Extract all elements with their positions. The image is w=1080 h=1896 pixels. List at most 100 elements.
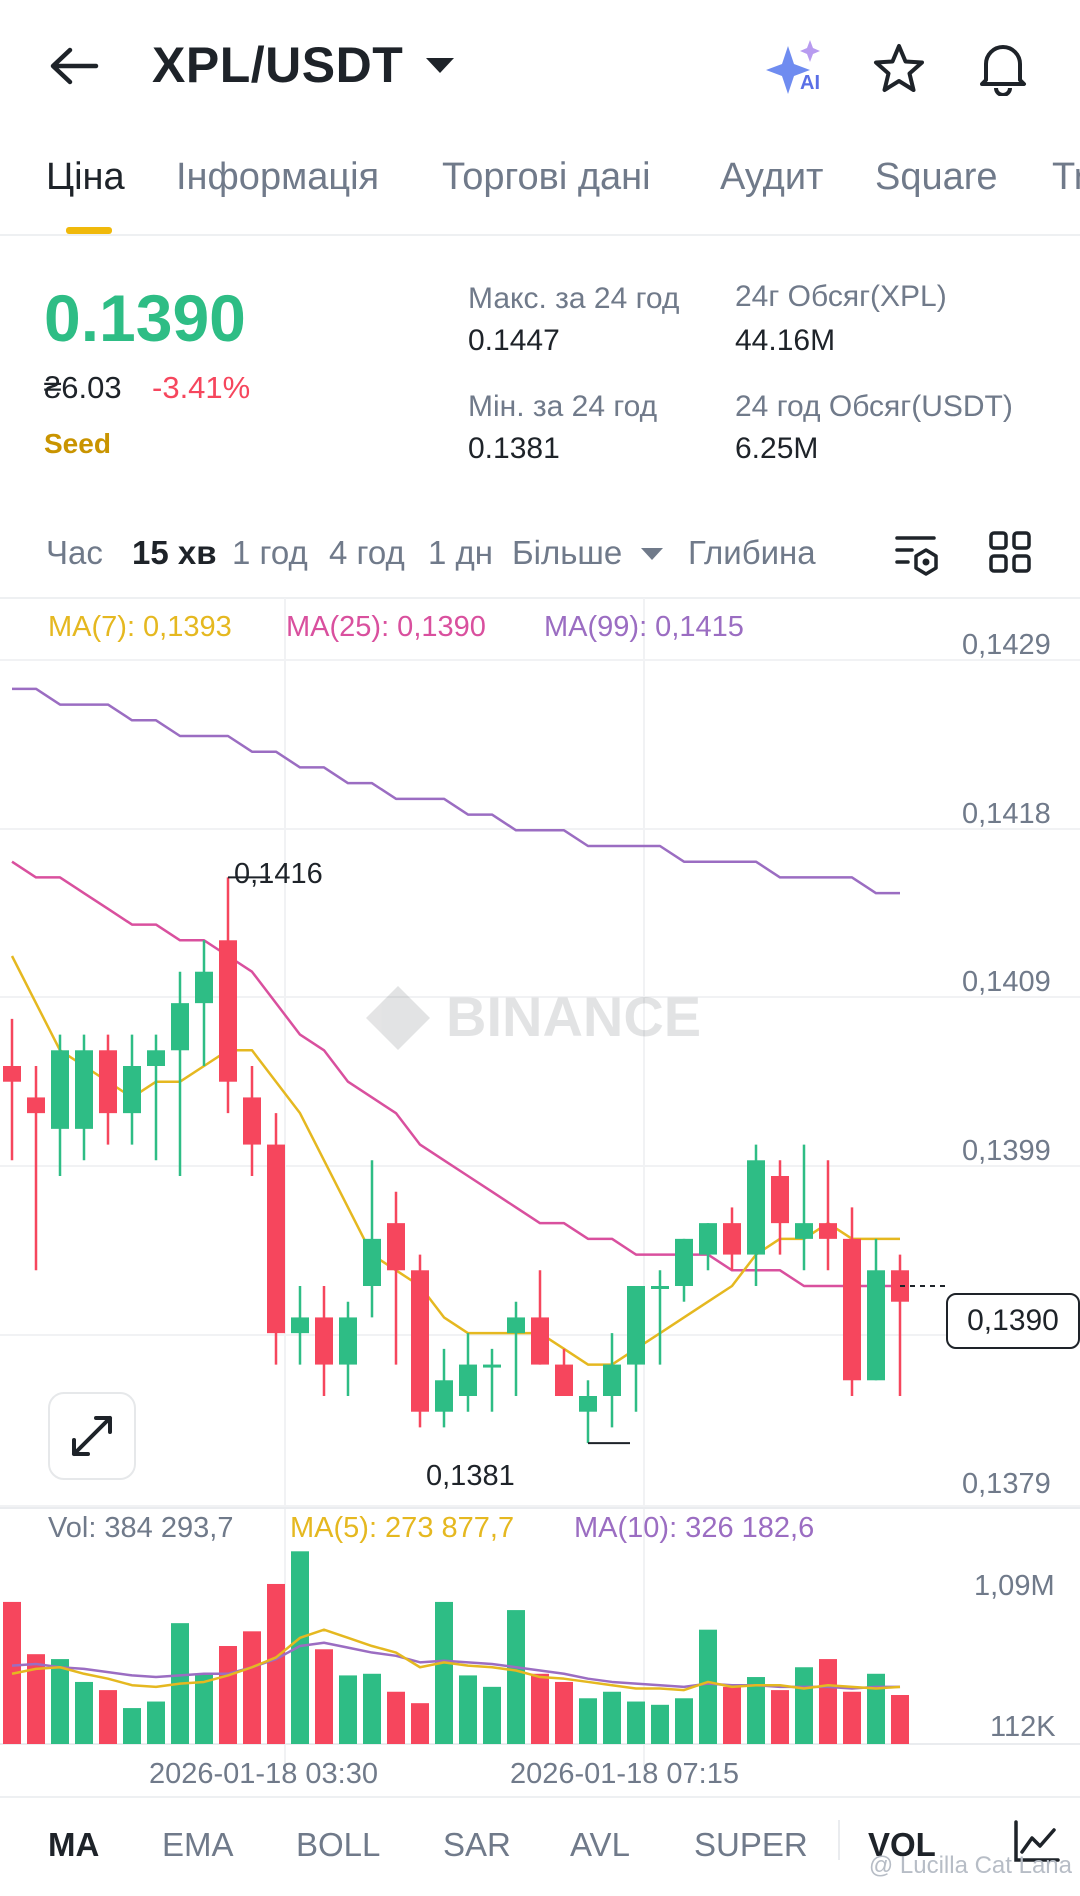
volume-bar <box>195 1673 213 1744</box>
indicator-ema[interactable]: EMA <box>162 1826 234 1863</box>
more-caret-icon[interactable] <box>641 548 663 560</box>
volume-bar <box>867 1673 885 1744</box>
tab-more[interactable]: Tr <box>1052 156 1080 198</box>
vol-ma5-line <box>11 1628 901 1692</box>
volume-bar <box>747 1677 765 1744</box>
indicator-settings-icon[interactable] <box>1012 1820 1060 1864</box>
volume-bar <box>315 1649 333 1744</box>
volume-bar <box>579 1698 597 1744</box>
tab-square[interactable]: Square <box>875 156 998 198</box>
kline-chart[interactable]: BINANCE <box>0 598 1080 1798</box>
tab-trading-data[interactable]: Торгові дані <box>442 156 651 198</box>
current-price-label: 0,1390 <box>946 1293 1080 1349</box>
vol-ma10-legend: MA(10): 326 182,6 <box>574 1512 815 1544</box>
ma7-legend: MA(7): 0,1393 <box>48 611 232 643</box>
volume-bar <box>891 1695 909 1744</box>
layout-grid-icon[interactable] <box>988 530 1034 576</box>
candle-body <box>411 1270 429 1412</box>
candle-body <box>243 1097 261 1145</box>
vol-ma10-line <box>11 1641 900 1690</box>
vol-base-label: 24г Обсяг(XPL) <box>735 280 947 313</box>
tab-info[interactable]: Інформація <box>176 156 380 198</box>
divider <box>0 597 1080 599</box>
ma25-line <box>11 860 900 1288</box>
indicator-super[interactable]: SUPER <box>694 1826 808 1863</box>
candle-body <box>603 1364 621 1396</box>
volume-bar <box>339 1675 357 1744</box>
bell-icon[interactable] <box>976 38 1030 96</box>
indicator-ma[interactable]: MA <box>48 1826 100 1863</box>
candle-body <box>291 1317 309 1334</box>
price-axis-tick: 0,1418 <box>962 798 1051 830</box>
price-axis-tick: 0,1379 <box>962 1468 1051 1500</box>
tab-audit[interactable]: Аудит <box>720 156 824 198</box>
volume-bar <box>267 1583 285 1744</box>
ai-badge: AI <box>800 72 820 94</box>
volume-bar <box>363 1673 381 1744</box>
star-icon[interactable] <box>872 42 926 96</box>
candle-body <box>99 1050 117 1114</box>
time-axis-label: 2026-01-18 03:30 <box>149 1758 378 1790</box>
volume-bar <box>483 1686 501 1744</box>
high-24h-label: Макс. за 24 год <box>468 282 680 315</box>
candle-body <box>555 1364 573 1396</box>
volume-bar <box>27 1654 45 1744</box>
divider <box>0 234 1080 236</box>
interval-15m[interactable]: 15 хв <box>132 534 217 571</box>
interval-1d[interactable]: 1 дн <box>428 534 494 571</box>
indicator-avl[interactable]: AVL <box>570 1826 630 1863</box>
back-arrow-icon[interactable] <box>48 46 100 86</box>
ai-sparkle-icon[interactable]: AI <box>764 38 828 98</box>
candle-body <box>867 1270 885 1381</box>
expand-icon <box>72 1416 112 1456</box>
price-axis-tick: 0,1399 <box>962 1135 1051 1167</box>
candle-body <box>75 1050 93 1129</box>
candle-body <box>363 1238 381 1286</box>
pair-title[interactable]: XPL/USDT <box>152 37 404 93</box>
interval-4h[interactable]: 4 год <box>329 534 405 571</box>
candle-body <box>51 1050 69 1129</box>
candle-body <box>795 1223 813 1239</box>
dropdown-caret-icon[interactable] <box>426 58 454 73</box>
fullscreen-button[interactable] <box>48 1392 136 1480</box>
ma7-line <box>10 955 900 1366</box>
candle-body <box>483 1364 501 1368</box>
interval-1h[interactable]: 1 год <box>232 534 308 571</box>
seed-tag[interactable]: Seed <box>44 428 111 459</box>
candle-body <box>147 1050 165 1066</box>
volume-bar <box>795 1667 813 1744</box>
volume-bar <box>507 1610 525 1744</box>
candle-body <box>627 1286 645 1365</box>
vol-legend: Vol: 384 293,7 <box>48 1512 234 1544</box>
vol-ma5-legend: MA(5): 273 877,7 <box>290 1512 515 1544</box>
chart-settings-icon[interactable] <box>894 530 940 576</box>
volume-bar <box>51 1659 69 1744</box>
vol-quote-label: 24 год Обсяг(USDT) <box>735 390 1013 423</box>
candle-body <box>651 1286 669 1289</box>
volume-bar <box>555 1681 573 1744</box>
interval-more[interactable]: Більше <box>512 534 623 571</box>
candle-body <box>843 1238 861 1381</box>
candle-body <box>27 1097 45 1114</box>
volume-bar <box>99 1690 117 1744</box>
candle-body <box>819 1223 837 1239</box>
candle-body <box>123 1066 141 1114</box>
candle-body <box>459 1364 477 1396</box>
ma99-legend: MA(99): 0,1415 <box>544 611 744 643</box>
tab-price[interactable]: Ціна <box>46 156 125 198</box>
indicator-boll[interactable]: BOLL <box>296 1826 381 1863</box>
interval-depth[interactable]: Глибина <box>688 534 816 571</box>
candle-body <box>531 1317 549 1365</box>
volume-bar <box>435 1601 453 1744</box>
indicator-sar[interactable]: SAR <box>443 1826 511 1863</box>
active-tab-indicator <box>66 227 112 234</box>
volume-bar <box>531 1673 549 1744</box>
interval-time[interactable]: Час <box>46 534 103 571</box>
indicator-vol[interactable]: VOL <box>868 1826 936 1863</box>
binance-watermark: BINANCE <box>366 985 701 1050</box>
volume-bar <box>771 1690 789 1744</box>
volume-bar <box>459 1675 477 1744</box>
high-24h-value: 0.1447 <box>468 324 560 357</box>
volume-bar <box>411 1703 429 1744</box>
volume-bar <box>819 1659 837 1744</box>
